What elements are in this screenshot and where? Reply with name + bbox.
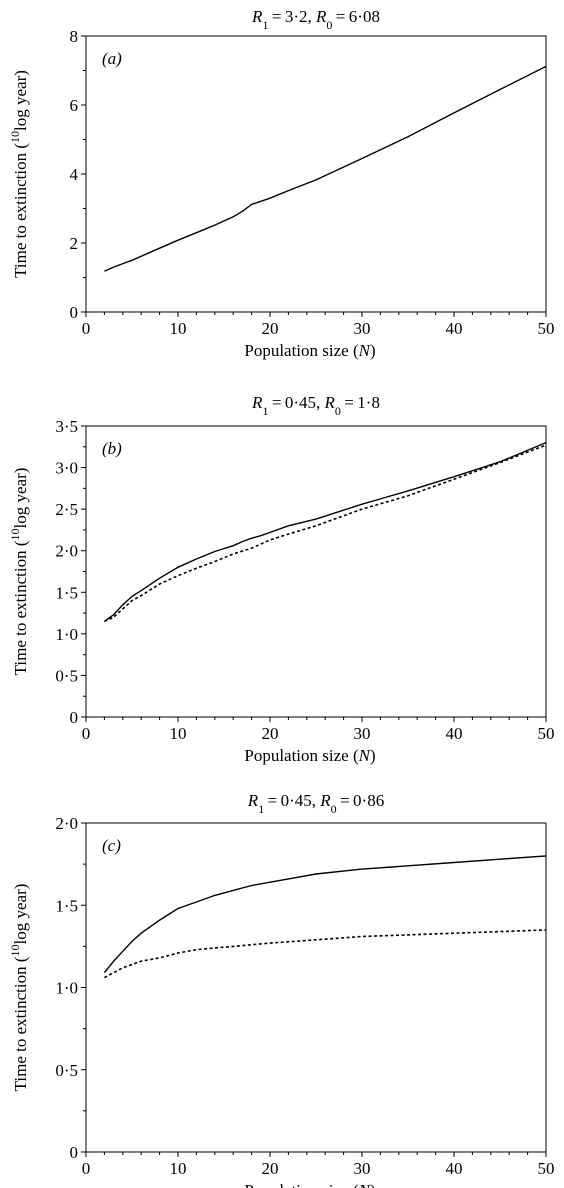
y-tick-label: 0·5 [55,666,78,685]
y-tick-label: 0 [70,303,79,322]
x-tick-label: 30 [354,724,371,743]
y-tick-label: 1·5 [55,896,78,915]
y-tick-label: 3·0 [55,459,78,478]
x-tick-label: 10 [170,724,187,743]
y-tick-label: 0 [70,1143,79,1162]
y-tick-label: 2·0 [55,542,78,561]
series-line-dotted [104,444,547,623]
y-tick-label: 3·5 [55,417,78,436]
x-tick-label: 0 [82,319,91,338]
y-tick-label: 8 [70,27,79,46]
y-tick-label: 0·5 [55,1061,78,1080]
x-tick-label: 30 [354,1159,371,1178]
y-tick-label: 0 [70,708,79,727]
panel-label: (a) [102,49,122,68]
series-line-solid [104,65,547,272]
x-tick-label: 0 [82,724,91,743]
x-tick-label: 0 [82,1159,91,1178]
chart-title: R1 = 3·2, R0 = 6·08 [251,7,380,32]
y-tick-label: 1·0 [55,979,78,998]
y-axis-label: Time to extinction (10log year) [8,70,30,278]
y-tick-label: 2 [70,234,79,253]
series-line-dotted [104,929,547,979]
x-axis-label: Population size (N) [244,1181,375,1188]
x-axis-label: Population size (N) [244,746,375,765]
plot-frame [85,35,547,313]
y-axis-label: Time to extinction (10log year) [8,468,30,676]
x-tick-label: 20 [262,319,279,338]
panel-b: R1 = 0·45, R0 = 1·8 0 10 20 30 40 50 0 0·5 1·0 1·5… [8,393,555,765]
panel-a: R1 = 3·2, R0 = 6·08 0 10 20 30 40 50 0 2 4 6 8 Popul… [8,7,555,360]
x-axis-label: Population size (N) [244,341,375,360]
y-tick-label: 4 [70,165,79,184]
x-tick-label: 50 [538,319,555,338]
panel-c: R1 = 0·45, R0 = 0·86 0 10 20 30 40 50 0 0·5 1·0 1·… [8,791,555,1188]
series-line-solid [103,441,547,622]
x-tick-label: 40 [446,319,463,338]
panel-label: (b) [102,439,122,458]
series-line-solid [103,855,547,974]
x-tick-label: 50 [538,724,555,743]
x-tick-label: 10 [170,319,187,338]
chart-title: R1 = 0·45, R0 = 1·8 [251,393,380,418]
x-tick-label: 40 [446,1159,463,1178]
panel-label: (c) [102,836,121,855]
x-tick-label: 30 [354,319,371,338]
y-tick-label: 2·0 [55,814,78,833]
y-tick-label: 1·5 [55,583,78,602]
y-tick-label: 1·0 [55,625,78,644]
x-tick-label: 50 [538,1159,555,1178]
x-tick-label: 40 [446,724,463,743]
chart-title: R1 = 0·45, R0 = 0·86 [247,791,384,816]
y-axis-label: Time to extinction (10log year) [8,884,30,1092]
x-tick-label: 20 [262,724,279,743]
y-tick-label: 2·5 [55,500,78,519]
plot-frame [85,822,547,1153]
x-tick-label: 10 [170,1159,187,1178]
y-tick-label: 6 [70,96,79,115]
x-tick-label: 20 [262,1159,279,1178]
